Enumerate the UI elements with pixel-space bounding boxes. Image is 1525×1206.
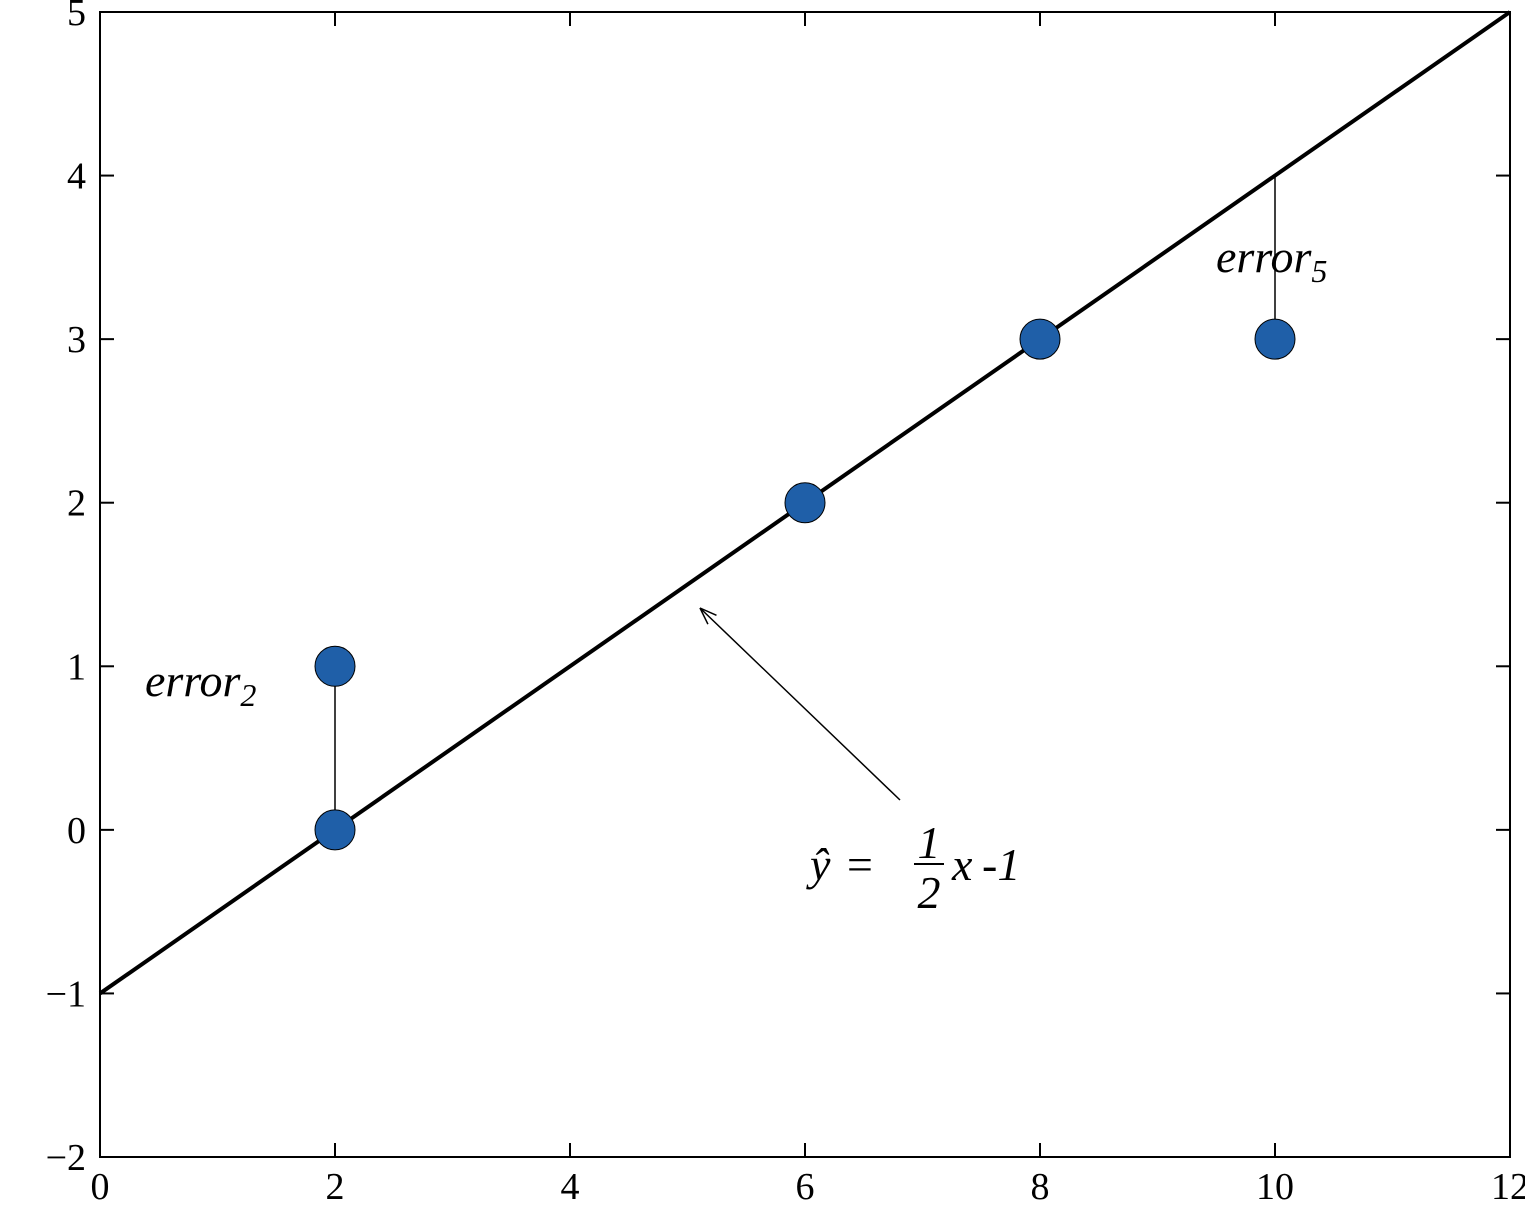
y-tick-label: 3 xyxy=(67,319,86,361)
data-point xyxy=(1020,319,1060,359)
x-tick-label: 10 xyxy=(1256,1166,1294,1206)
chart-svg: 024681012−2−1012345error2error5ŷ = 12x-… xyxy=(0,0,1525,1206)
regression-chart: 024681012−2−1012345error2error5ŷ = 12x-… xyxy=(0,0,1525,1206)
data-point xyxy=(315,646,355,686)
x-tick-label: 4 xyxy=(561,1166,580,1206)
data-point xyxy=(785,483,825,523)
x-tick-label: 0 xyxy=(91,1166,110,1206)
x-tick-label: 12 xyxy=(1491,1166,1525,1206)
equation-denominator: 2 xyxy=(918,867,941,918)
y-tick-label: −1 xyxy=(46,973,86,1015)
equation-arrow xyxy=(700,608,900,800)
equation-numerator: 1 xyxy=(918,817,941,868)
data-point xyxy=(315,810,355,850)
error2-label: error2 xyxy=(145,655,256,713)
y-tick-label: 1 xyxy=(67,646,86,688)
equation-x: x xyxy=(951,839,973,890)
x-tick-label: 6 xyxy=(796,1166,815,1206)
y-tick-label: 0 xyxy=(67,810,86,852)
equation-minus1: -1 xyxy=(982,839,1020,890)
equation-eq: = xyxy=(844,839,875,890)
y-tick-label: 5 xyxy=(67,0,86,34)
x-tick-label: 2 xyxy=(326,1166,345,1206)
y-tick-label: 2 xyxy=(67,483,86,525)
error5-label: error5 xyxy=(1216,231,1327,289)
data-point xyxy=(1255,319,1295,359)
y-tick-label: −2 xyxy=(46,1137,86,1179)
x-tick-label: 8 xyxy=(1031,1166,1050,1206)
y-tick-label: 4 xyxy=(67,156,86,198)
equation-yhat: ŷ xyxy=(806,839,831,890)
